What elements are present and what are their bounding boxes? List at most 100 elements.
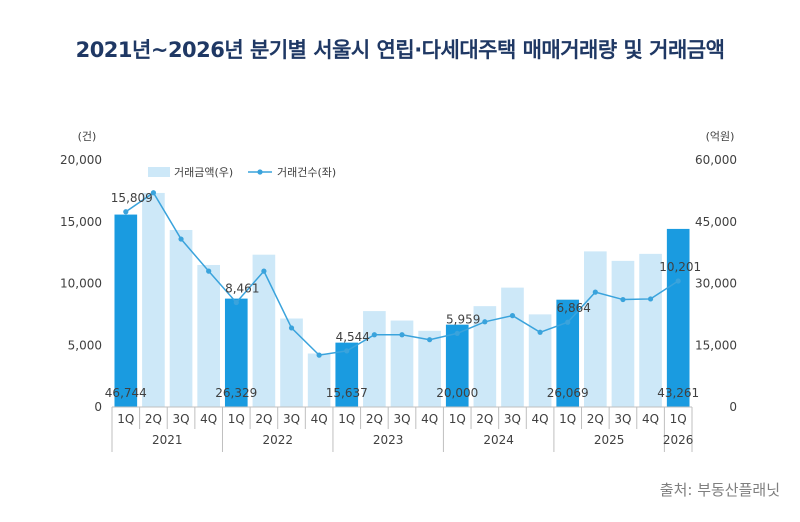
legend: 거래금액(우) 거래건수(좌) bbox=[148, 166, 336, 179]
bar bbox=[307, 353, 331, 407]
legend-line-marker bbox=[257, 169, 263, 175]
bar bbox=[501, 287, 524, 407]
bar bbox=[639, 253, 662, 407]
bar bbox=[280, 318, 303, 407]
bar bbox=[473, 306, 497, 407]
x-tick-quarter: 1Q bbox=[338, 412, 355, 426]
x-tick-year: 2022 bbox=[262, 433, 293, 447]
x-tick-year: 2026 bbox=[663, 433, 694, 447]
left-axis-tick: 0 bbox=[94, 400, 102, 414]
bars-layer bbox=[114, 192, 690, 407]
axes-layer: 0 5,000 10,000 15,000 20,000 (건) 0 15,000 30,000… bbox=[60, 130, 737, 452]
bar-data-label: 43,261 bbox=[657, 386, 699, 400]
bar bbox=[528, 314, 552, 407]
bar bbox=[197, 264, 220, 407]
x-tick-quarter: 3Q bbox=[283, 412, 300, 426]
x-tick-quarter: 4Q bbox=[421, 412, 438, 426]
left-axis-tick: 5,000 bbox=[68, 338, 102, 352]
line-point bbox=[675, 278, 681, 284]
line-point bbox=[454, 330, 460, 337]
bar-data-label: 26,329 bbox=[215, 386, 257, 400]
x-tick-quarter: 4Q bbox=[642, 412, 659, 426]
bar bbox=[584, 251, 607, 407]
right-axis-tick: 15,000 bbox=[695, 338, 737, 352]
bar bbox=[114, 214, 138, 407]
left-axis-unit: (건) bbox=[78, 130, 97, 143]
line-point bbox=[647, 296, 654, 302]
line-data-label: 15,809 bbox=[111, 191, 153, 205]
x-tick-quarter: 2Q bbox=[255, 412, 272, 426]
x-tick-quarter: 1Q bbox=[449, 412, 466, 426]
x-tick-quarter: 3Q bbox=[614, 412, 631, 426]
left-axis-tick: 20,000 bbox=[60, 153, 102, 167]
line-data-label: 5,959 bbox=[446, 312, 480, 326]
line-point bbox=[537, 329, 543, 335]
bar bbox=[445, 324, 469, 407]
line-point bbox=[482, 319, 488, 325]
bar-data-label: 46,744 bbox=[105, 386, 147, 400]
line-point bbox=[261, 268, 267, 274]
x-tick-year: 2025 bbox=[594, 433, 625, 447]
bar-data-label: 20,000 bbox=[436, 386, 478, 400]
source-note: 출처: 부동산플래닛 bbox=[659, 481, 780, 499]
x-tick-quarter: 3Q bbox=[504, 412, 521, 426]
line-point bbox=[427, 337, 433, 343]
bar bbox=[418, 330, 441, 407]
line-point bbox=[123, 209, 129, 215]
x-tick-quarter: 1Q bbox=[228, 412, 245, 426]
line-point bbox=[233, 299, 239, 306]
x-tick-quarter: 3Q bbox=[173, 412, 190, 426]
line-point bbox=[371, 332, 377, 338]
bar bbox=[390, 320, 414, 407]
bar bbox=[611, 260, 635, 407]
x-tick-quarter: 4Q bbox=[200, 412, 217, 426]
line-point bbox=[620, 296, 626, 303]
line-data-label: 6,864 bbox=[557, 301, 591, 315]
line-point bbox=[150, 190, 157, 196]
left-axis-tick: 10,000 bbox=[60, 277, 102, 291]
line-point bbox=[565, 319, 571, 325]
bar bbox=[252, 254, 276, 407]
x-tick-quarter: 1Q bbox=[559, 412, 576, 426]
right-axis-tick: 30,000 bbox=[695, 277, 737, 291]
labels-layer: 46,744 15,809 26,329 8,461 15,637 4,544 20,000… bbox=[105, 191, 701, 400]
x-tick-quarter: 3Q bbox=[393, 412, 410, 426]
right-axis-tick: 0 bbox=[729, 400, 737, 414]
bar bbox=[169, 229, 193, 407]
x-tick-quarter: 2Q bbox=[366, 412, 383, 426]
x-tick-quarter: 1Q bbox=[670, 412, 687, 426]
x-tick-year: 2024 bbox=[483, 433, 514, 447]
line-point bbox=[399, 332, 405, 338]
chart-title: 2021년~2026년 분기별 서울시 연립·다세대주택 매매거래량 및 거래금… bbox=[75, 38, 725, 62]
legend-bar-swatch bbox=[148, 167, 170, 177]
bar bbox=[666, 228, 690, 407]
x-tick-quarter: 4Q bbox=[532, 412, 549, 426]
right-axis-unit: (억원) bbox=[706, 130, 735, 143]
right-axis-tick: 45,000 bbox=[695, 215, 737, 229]
line-point bbox=[316, 352, 322, 358]
x-tick-quarter: 2Q bbox=[587, 412, 604, 426]
line-layer bbox=[123, 190, 681, 358]
x-tick-quarter: 2Q bbox=[145, 412, 162, 426]
x-tick-quarter: 1Q bbox=[117, 412, 134, 426]
x-tick-quarter: 4Q bbox=[311, 412, 328, 426]
line-data-label: 8,461 bbox=[225, 282, 259, 296]
line-point bbox=[344, 348, 350, 354]
bar bbox=[142, 192, 165, 407]
bar bbox=[335, 342, 359, 407]
line-point bbox=[206, 268, 212, 274]
line-data-label: 10,201 bbox=[659, 260, 701, 274]
bar bbox=[224, 298, 248, 407]
x-tick-year: 2023 bbox=[373, 433, 404, 447]
line-point bbox=[509, 313, 516, 319]
line-point bbox=[592, 289, 598, 295]
line-point bbox=[288, 325, 295, 331]
bar bbox=[556, 299, 580, 407]
right-axis-tick: 60,000 bbox=[695, 153, 737, 167]
bar-data-label: 15,637 bbox=[326, 386, 368, 400]
line-data-label: 4,544 bbox=[336, 330, 370, 344]
line-point bbox=[178, 236, 184, 242]
left-axis-tick: 15,000 bbox=[60, 215, 102, 229]
bar-data-label: 26,069 bbox=[547, 386, 589, 400]
